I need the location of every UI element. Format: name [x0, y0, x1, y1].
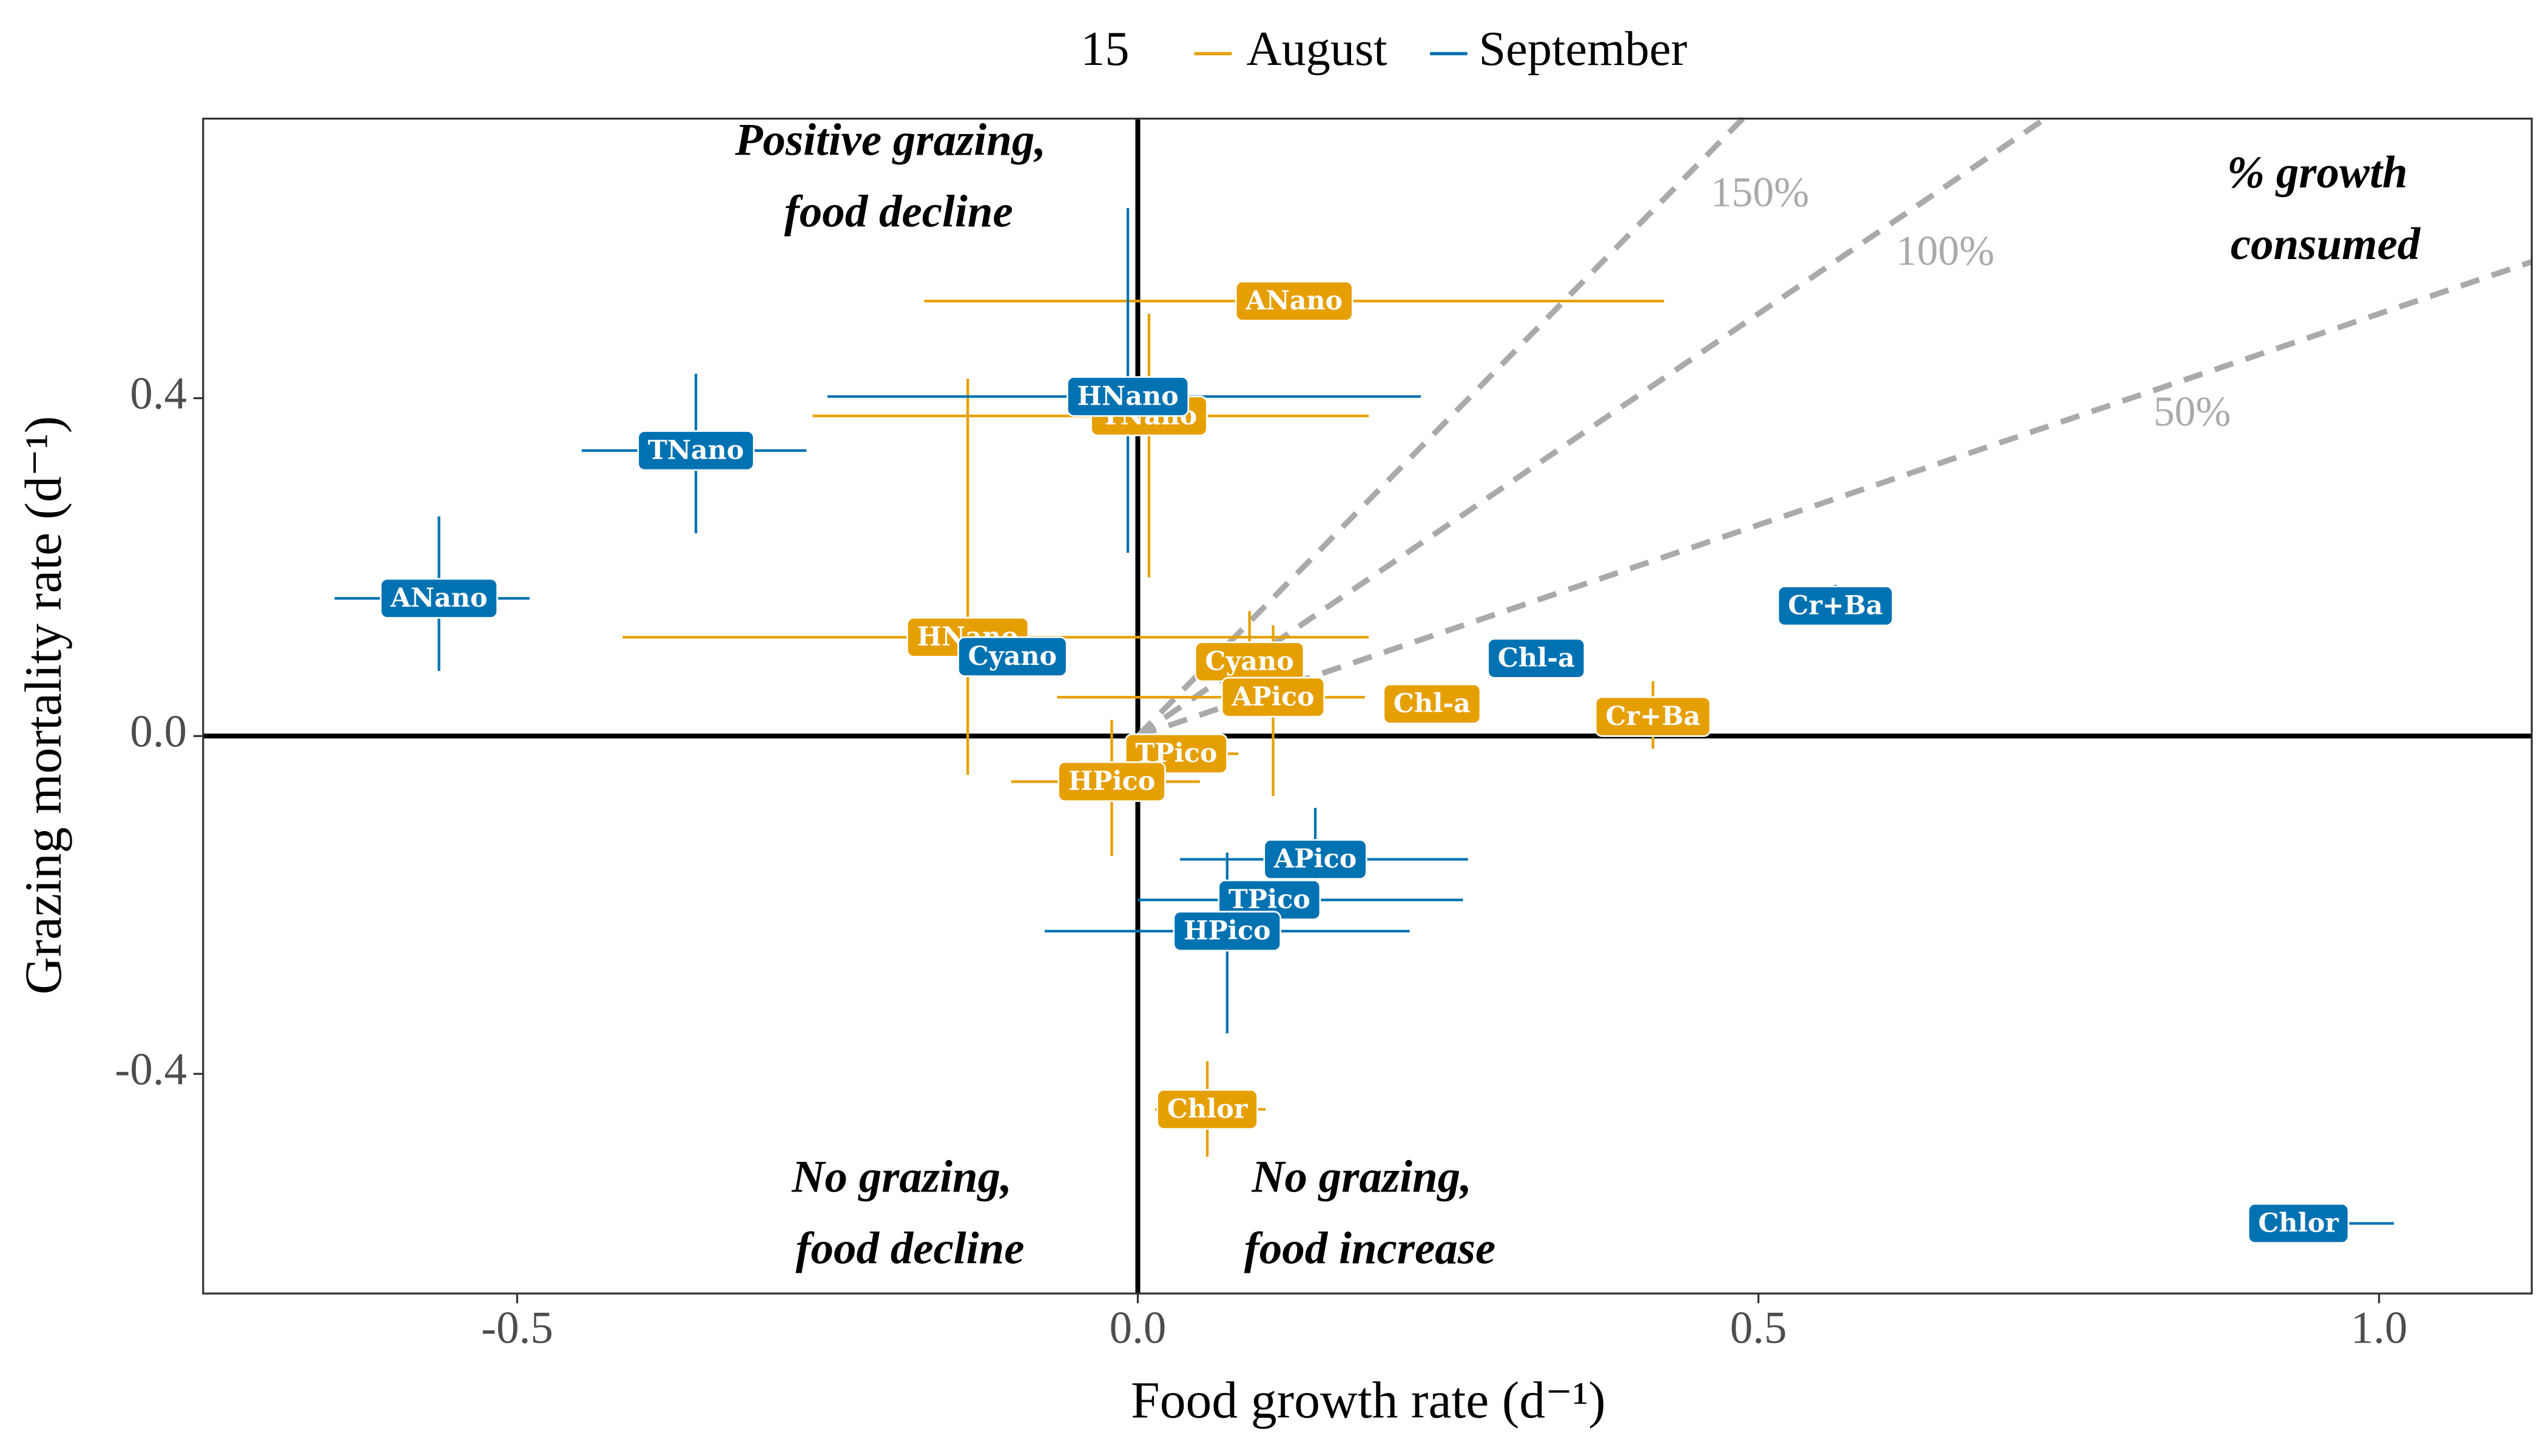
point-label-text: Chl-a — [1394, 689, 1471, 719]
point-label-box — [1594, 696, 1711, 737]
annotation: Positive grazing, — [735, 115, 1046, 166]
point-label-text: Chl-a — [1498, 643, 1575, 673]
point-label-text: HPico — [1184, 916, 1271, 946]
y-tick-label: 0.4 — [130, 369, 187, 419]
point-label-box — [2247, 1203, 2350, 1244]
point-label-text: HPico — [1068, 766, 1156, 797]
x-tick-label: 1.0 — [2351, 1303, 2408, 1353]
point-label-box — [637, 430, 755, 471]
point-label: HNano — [1067, 376, 1190, 417]
point-label-box — [1487, 638, 1586, 679]
point-label-text: APico — [1273, 844, 1357, 874]
y-tick-label: 0.0 — [130, 706, 187, 757]
point-label: Cyano — [957, 636, 1068, 677]
point-label-text: Cr+Ba — [1788, 591, 1883, 621]
annotation: food decline — [784, 186, 1013, 237]
point-label-text: Chlor — [1167, 1094, 1249, 1124]
ratio-line — [1136, 259, 2533, 739]
point-label-box — [1221, 676, 1326, 718]
point-label-box — [1057, 761, 1166, 802]
point-label-box — [1383, 683, 1481, 724]
ratio-line — [1136, 116, 1745, 738]
point-label: Cr+Ba — [1594, 696, 1711, 737]
annotation: consumed — [2231, 219, 2421, 269]
point-label-text: Cr+Ba — [1605, 701, 1700, 732]
point-label: Chlor — [2247, 1203, 2350, 1244]
ratio-label: 100% — [1896, 228, 1994, 275]
legend-label: August — [1246, 22, 1387, 76]
point-label: Chl-a — [1383, 683, 1481, 724]
annotation: food increase — [1244, 1223, 1496, 1273]
point-label-box — [1263, 839, 1367, 880]
point-label-text: Chlor — [2258, 1208, 2339, 1238]
point-label: TPico — [1218, 879, 1321, 920]
ratio-label: 150% — [1711, 169, 1809, 216]
point-label: APico — [1221, 676, 1326, 718]
point-label-box — [1156, 1089, 1258, 1130]
point-label-text: Cyano — [1205, 646, 1293, 676]
y-tick-label: -0.4 — [115, 1044, 187, 1094]
point-label: Cyano — [1194, 641, 1305, 682]
point-label-box — [1235, 280, 1353, 322]
plot-border — [202, 117, 2533, 1295]
ratio-line — [1136, 116, 2047, 739]
point-label: Cr+Ba — [1777, 585, 1894, 627]
point-label-text: ANano — [390, 583, 488, 613]
annotation: % growth — [2227, 147, 2408, 198]
legend-title: 15 — [1080, 22, 1129, 76]
annotation: food decline — [796, 1223, 1025, 1273]
point-label-text: TNano — [648, 435, 744, 465]
point-label: TNano — [637, 430, 755, 471]
point-label: Chl-a — [1487, 638, 1586, 679]
annotation: No grazing, — [791, 1152, 1012, 1202]
ratio-label: 50% — [2154, 389, 2231, 436]
point-label-box — [1777, 585, 1894, 627]
x-tick-label: -0.5 — [481, 1303, 553, 1353]
x-tick-label: 0.5 — [1730, 1303, 1787, 1353]
point-label-box — [957, 636, 1068, 677]
point-label-box — [1173, 911, 1282, 952]
point-label: APico — [1263, 839, 1367, 880]
point-label: ANano — [380, 578, 498, 619]
point-label: HPico — [1173, 911, 1282, 952]
point-label-text: ANano — [1245, 286, 1343, 316]
point-label-box — [380, 578, 498, 619]
x-axis-title: Food growth rate (d⁻¹) — [1131, 1372, 1606, 1429]
point-label-text: TPico — [1228, 885, 1310, 915]
point-label-text: APico — [1231, 682, 1314, 712]
point-label-text: Cyano — [968, 641, 1057, 672]
y-axis-title: Grazing mortality rate (d⁻¹) — [15, 416, 72, 995]
x-tick-label: 0.0 — [1110, 1303, 1167, 1353]
point-label-text: HNano — [1077, 381, 1179, 411]
annotation: No grazing, — [1251, 1152, 1472, 1202]
point-label-box — [1067, 376, 1190, 417]
point-label: HPico — [1057, 761, 1166, 802]
point-label: Chlor — [1156, 1089, 1258, 1130]
legend-label: September — [1479, 22, 1688, 76]
point-label: ANano — [1235, 280, 1353, 322]
